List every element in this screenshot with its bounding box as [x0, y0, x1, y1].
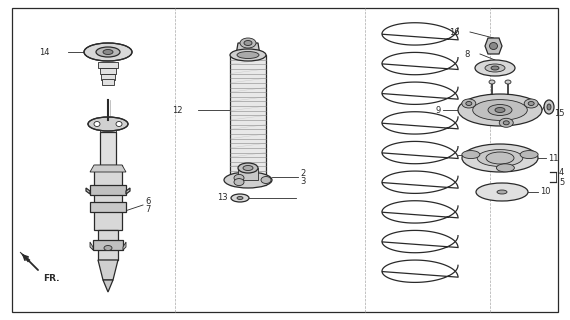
Ellipse shape — [505, 80, 511, 84]
Text: 8: 8 — [465, 50, 470, 59]
Polygon shape — [90, 185, 126, 195]
Ellipse shape — [489, 80, 495, 84]
Polygon shape — [103, 280, 113, 292]
Polygon shape — [485, 38, 502, 54]
Ellipse shape — [94, 122, 100, 126]
Polygon shape — [93, 240, 123, 250]
Ellipse shape — [495, 108, 505, 113]
Polygon shape — [90, 202, 126, 212]
Polygon shape — [100, 132, 116, 165]
Ellipse shape — [224, 172, 272, 188]
Ellipse shape — [234, 179, 244, 186]
Bar — [100, 68, 116, 74]
Ellipse shape — [234, 174, 244, 181]
Ellipse shape — [88, 117, 128, 131]
Ellipse shape — [477, 150, 523, 166]
Text: 16: 16 — [449, 28, 460, 36]
Bar — [102, 79, 114, 85]
Ellipse shape — [237, 52, 259, 59]
Ellipse shape — [103, 50, 113, 54]
Polygon shape — [236, 43, 260, 55]
Polygon shape — [98, 260, 118, 280]
Text: 14: 14 — [39, 47, 50, 57]
Text: 2: 2 — [300, 169, 306, 178]
Ellipse shape — [497, 190, 507, 194]
Polygon shape — [98, 230, 118, 260]
Text: 4: 4 — [559, 167, 564, 177]
Ellipse shape — [496, 164, 514, 172]
Text: 7: 7 — [145, 205, 150, 214]
Polygon shape — [126, 188, 130, 194]
Ellipse shape — [475, 60, 515, 76]
Ellipse shape — [520, 151, 538, 159]
Ellipse shape — [528, 101, 534, 106]
Polygon shape — [90, 165, 126, 172]
Ellipse shape — [503, 121, 509, 125]
Ellipse shape — [486, 152, 514, 164]
Text: 12: 12 — [173, 106, 183, 115]
Text: 9: 9 — [435, 106, 441, 115]
Text: 3: 3 — [300, 177, 306, 186]
Ellipse shape — [488, 105, 512, 116]
Polygon shape — [94, 165, 122, 230]
Ellipse shape — [466, 101, 472, 106]
Text: 10: 10 — [540, 188, 551, 196]
Polygon shape — [238, 168, 258, 180]
Ellipse shape — [96, 47, 120, 57]
Polygon shape — [230, 55, 266, 185]
Polygon shape — [86, 188, 90, 194]
Ellipse shape — [230, 49, 266, 61]
Text: 13: 13 — [217, 194, 228, 203]
Text: 15: 15 — [554, 108, 564, 117]
Ellipse shape — [491, 66, 499, 70]
Ellipse shape — [547, 104, 551, 110]
Ellipse shape — [544, 100, 554, 114]
Polygon shape — [90, 242, 93, 250]
Ellipse shape — [485, 64, 505, 72]
Polygon shape — [100, 124, 116, 132]
Ellipse shape — [116, 122, 122, 126]
Ellipse shape — [261, 177, 271, 183]
Text: 5: 5 — [559, 178, 564, 187]
Text: 1: 1 — [475, 150, 481, 159]
Polygon shape — [12, 8, 558, 312]
Polygon shape — [20, 252, 30, 262]
Text: 11: 11 — [548, 154, 559, 163]
Ellipse shape — [462, 99, 476, 108]
Ellipse shape — [231, 194, 249, 202]
Bar — [101, 74, 115, 80]
Ellipse shape — [476, 183, 528, 201]
Ellipse shape — [237, 196, 243, 199]
Text: FR.: FR. — [43, 274, 59, 283]
Ellipse shape — [462, 151, 480, 159]
Ellipse shape — [473, 100, 527, 120]
Ellipse shape — [499, 118, 513, 127]
Text: 6: 6 — [145, 197, 150, 206]
Ellipse shape — [243, 165, 253, 171]
Ellipse shape — [240, 38, 256, 48]
Bar — [98, 62, 118, 68]
Ellipse shape — [458, 94, 542, 126]
Ellipse shape — [244, 41, 252, 45]
Ellipse shape — [104, 245, 112, 251]
Ellipse shape — [524, 99, 538, 108]
Polygon shape — [123, 242, 126, 250]
Ellipse shape — [238, 163, 258, 173]
Ellipse shape — [490, 43, 498, 50]
Ellipse shape — [84, 43, 132, 61]
Ellipse shape — [462, 144, 538, 172]
